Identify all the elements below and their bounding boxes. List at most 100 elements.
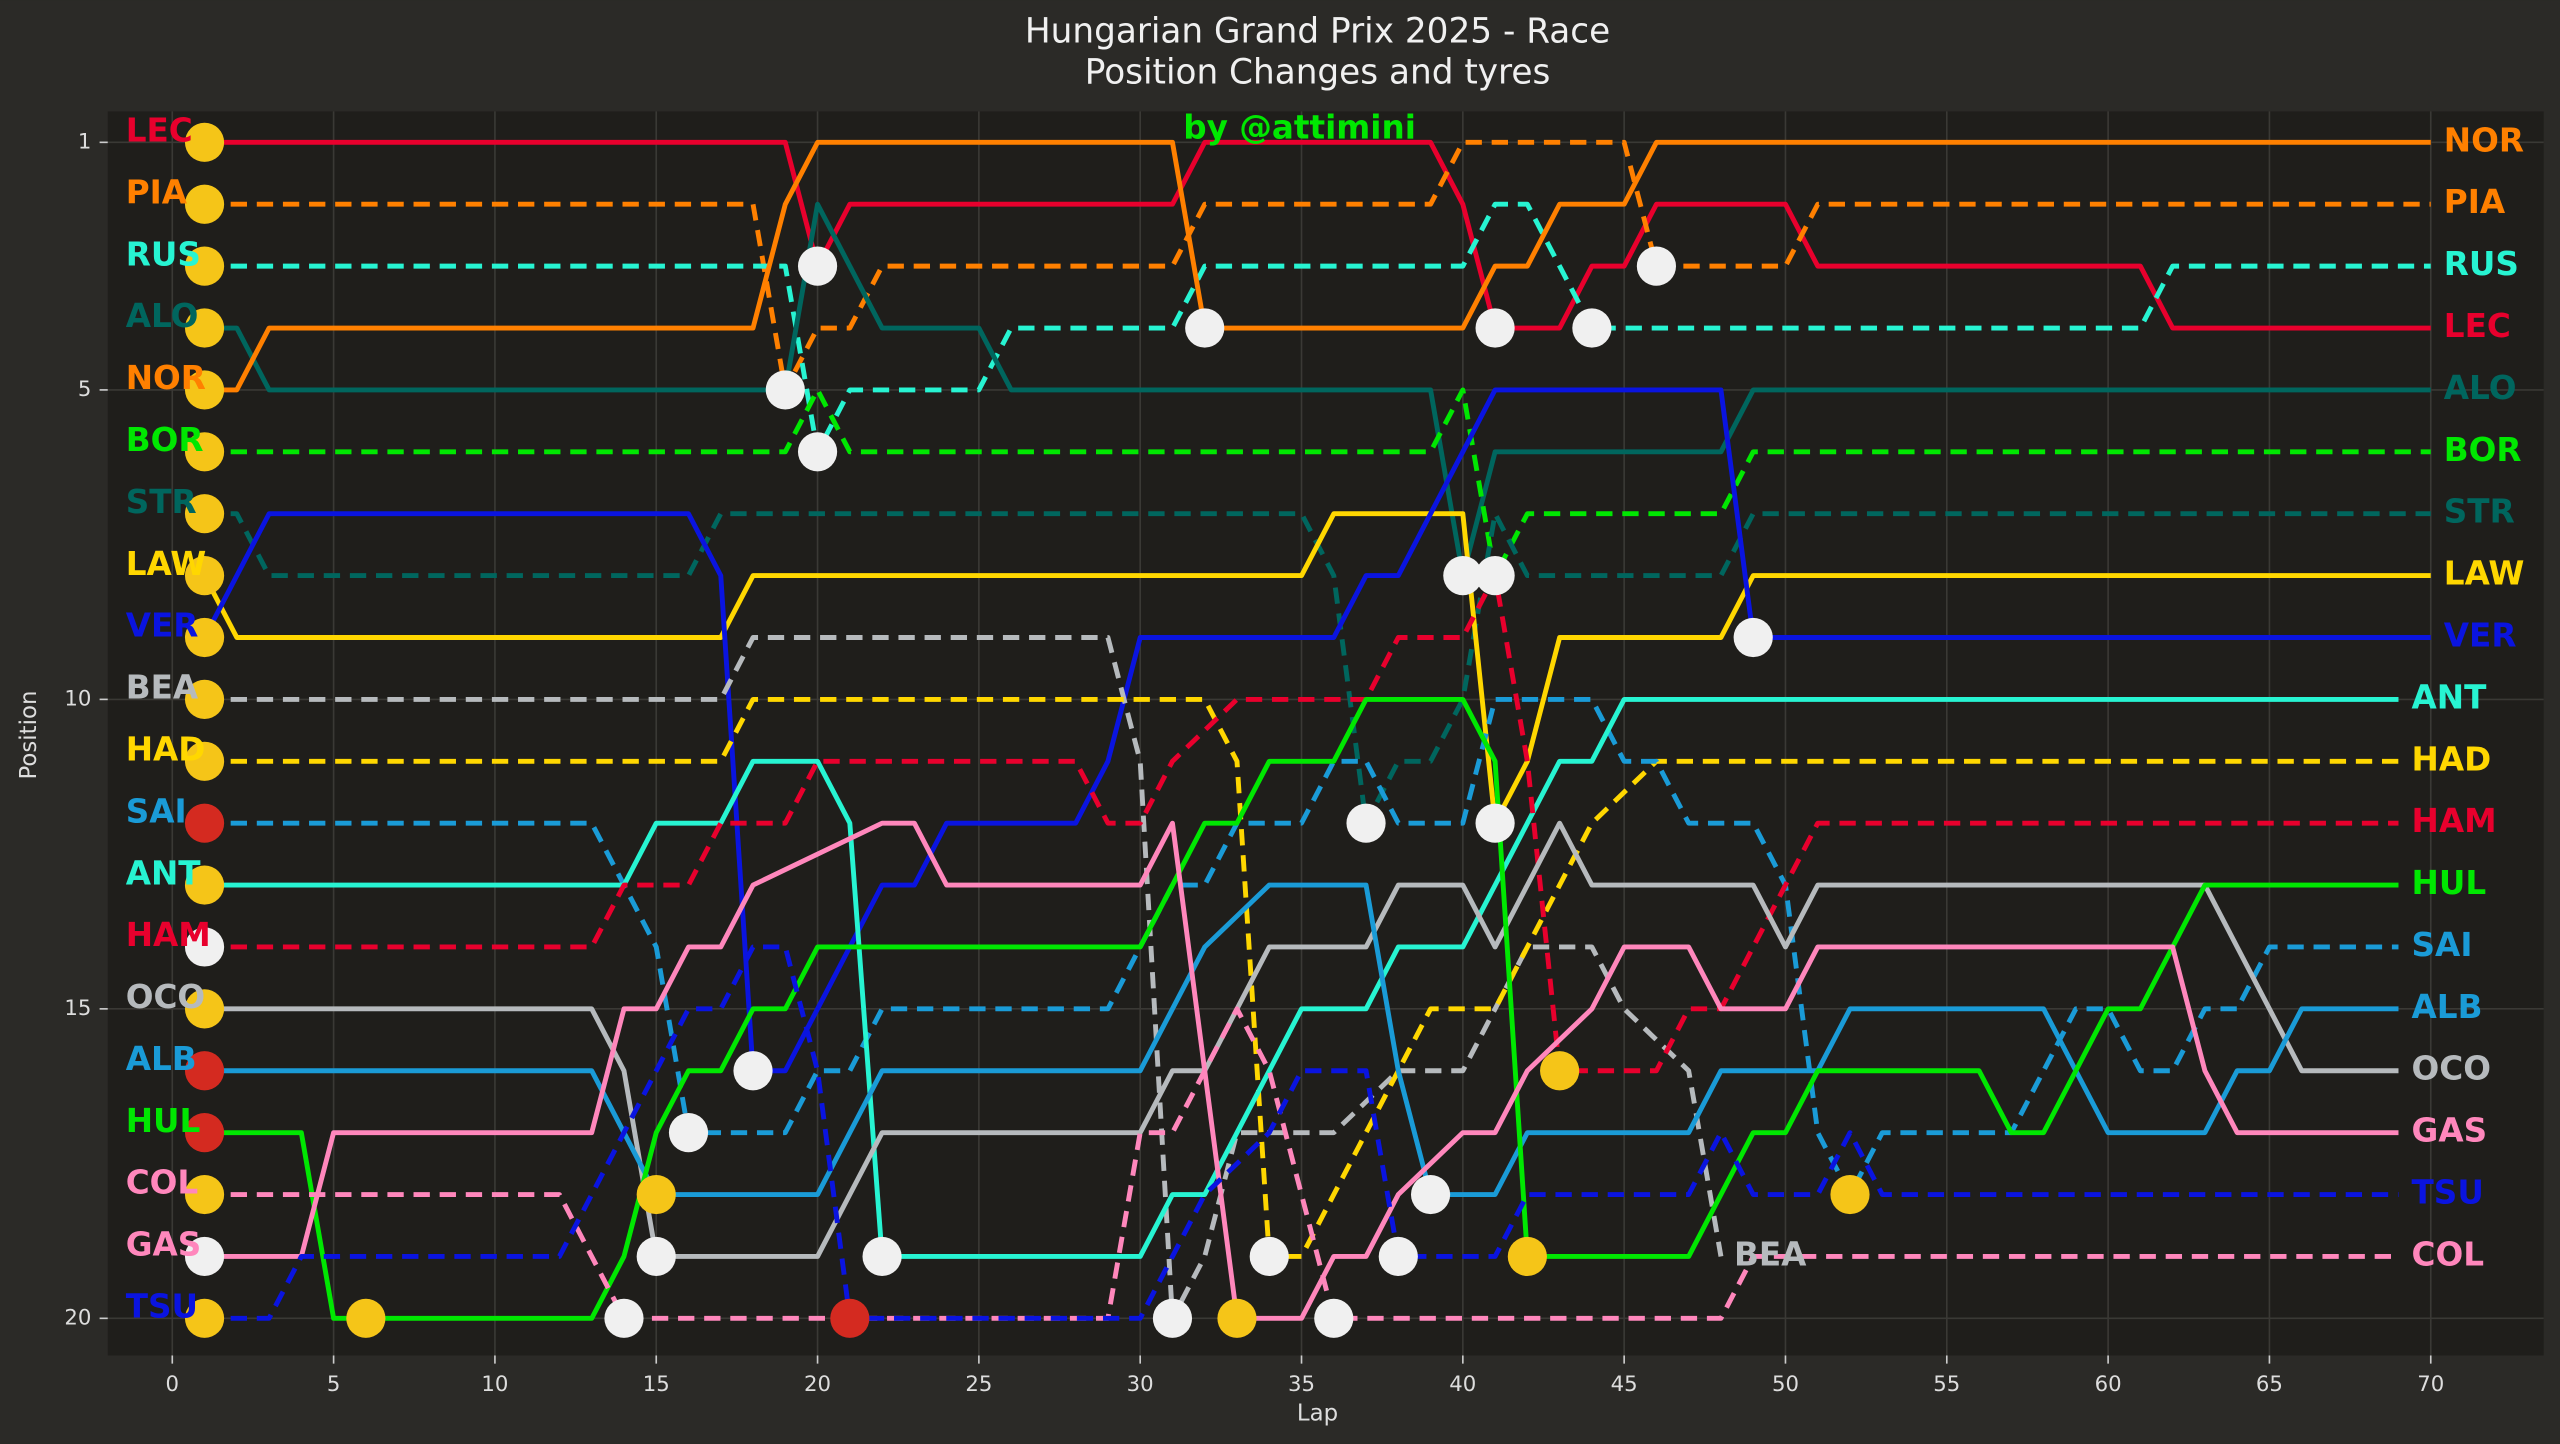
position-line [204,387,2431,579]
end-label: HAD [2412,740,2492,778]
end-label: ALB [2412,988,2483,1026]
start-label: LEC [126,112,193,150]
x-tick-label: 65 [2256,1372,2283,1397]
tyre-marker [184,1236,225,1277]
tyre-marker [184,927,225,967]
tyre-marker [1507,1236,1547,1277]
position-line [204,820,2399,1259]
x-tick-label: 40 [1449,1372,1476,1397]
start-label: VER [126,607,199,645]
x-tick-label: 0 [166,1372,180,1397]
tyre-marker [1410,1174,1451,1215]
end-label: RUS [2444,245,2519,283]
tyre-marker [184,989,225,1029]
position-line [204,696,2399,1259]
position-line [204,1006,2399,1321]
tyre-marker [797,246,838,286]
x-tick-label: 25 [965,1372,992,1397]
start-label: ANT [126,854,202,892]
tyre-marker [184,803,225,843]
tyre-marker [184,246,225,286]
start-label: PIA [126,173,188,211]
position-line [204,635,1724,1321]
tyre-marker [1314,1298,1354,1338]
end-label: NOR [2444,121,2524,159]
x-tick-label: 50 [1772,1372,1799,1397]
start-label: HAM [126,916,211,954]
x-tick-label: 55 [1933,1372,1960,1397]
x-axis-label: Lap [1297,1401,1338,1427]
x-tick-label: 35 [1288,1372,1315,1397]
position-line [204,820,2399,1321]
tyre-marker [1733,617,1773,658]
tyre-marker [184,308,225,348]
tyre-marker [765,370,805,410]
position-line [204,882,2399,1197]
y-tick-label: 15 [64,996,91,1021]
tyre-marker [184,1298,225,1338]
lines [202,139,2431,1321]
tyre-marker [184,1174,225,1215]
x-tick-label: 45 [1611,1372,1638,1397]
tyre-marker [184,184,225,224]
y-axis-label: Position [16,691,42,780]
start-label: BEA [126,669,199,707]
position-line [204,139,2431,393]
tyre-marker [1540,1051,1580,1091]
tyre-marker [1249,1236,1289,1277]
end-label: LAW [2444,555,2525,593]
position-line [204,696,2399,1321]
x-tick-label: 70 [2417,1372,2444,1397]
tyre-marker [184,1051,225,1091]
tyre-marker [1475,803,1515,843]
tyre-marker [636,1236,676,1277]
tyre-marker [184,432,225,472]
start-label: BOR [126,421,204,459]
tyre-marker [1572,308,1612,348]
tyre-marker [1152,1298,1193,1338]
tyre-marker [1185,308,1225,348]
tyre-marker [604,1298,644,1338]
tyre-marker [184,370,225,410]
x-tick-label: 5 [327,1372,341,1397]
start-label: RUS [126,235,201,273]
tyre-marker [184,679,225,719]
start-label: TSU [126,1288,198,1326]
position-line [204,201,2431,579]
tyre-marker [1475,556,1515,596]
tyre-marker [1475,308,1515,348]
labels: LEC LEC PIA PIA RUS RUS ALO ALO NOR NOR BOR BOR STR S… [126,112,2525,1326]
end-label: STR [2444,493,2515,531]
tyre-marker [1217,1298,1257,1338]
tyre-marker [1830,1174,1870,1215]
chart-subtitle: Position Changes and tyres [1085,52,1551,92]
end-label: OCO [2412,1050,2491,1088]
end-label: BEA [1734,1235,1807,1273]
tyre-marker [1378,1236,1418,1277]
position-line [204,944,2399,1321]
tyre-marker [862,1236,902,1277]
end-label: GAS [2412,1112,2488,1150]
end-label: PIA [2444,183,2506,221]
start-label: COL [126,1164,199,1202]
end-label: BOR [2444,431,2522,469]
chart-title: Hungarian Grand Prix 2025 - Race [1025,12,1610,52]
position-line [204,139,2431,331]
x-tick-label: 20 [804,1372,831,1397]
plot-area [107,111,2544,1356]
position-line [204,696,2399,1259]
position-line [202,387,2431,1074]
tyre-marker [1636,246,1677,286]
end-label: HUL [2412,864,2487,902]
start-label: ALB [126,1040,197,1078]
tyre-marker [184,1113,225,1153]
tyre-marker [1443,556,1483,596]
tyre-marker [733,1051,773,1091]
tyre-marker [184,556,225,596]
start-label: SAI [126,792,187,830]
tyre-marker [184,494,225,534]
tyre-marker [636,1174,676,1215]
start-label: ALO [126,297,199,335]
